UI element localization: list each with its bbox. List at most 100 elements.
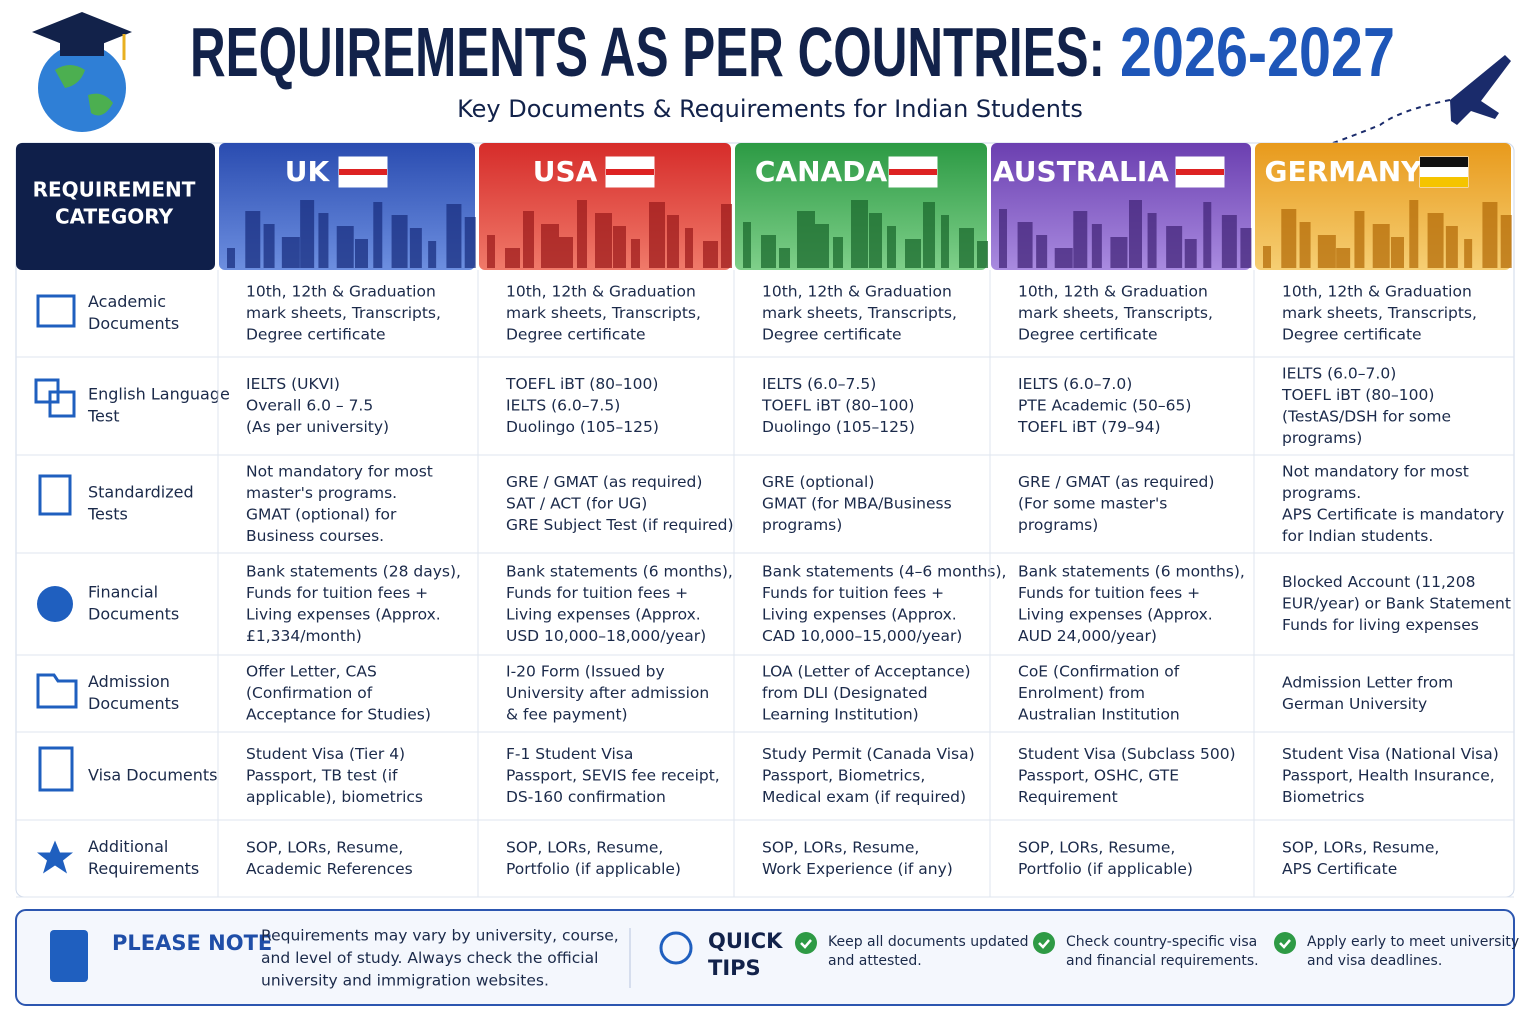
flag-stripe xyxy=(1420,177,1468,187)
note-title: PLEASE NOTE xyxy=(112,931,272,955)
cell-text: Biometrics xyxy=(1282,788,1364,806)
note-text: and level of study. Always check the off… xyxy=(261,949,598,967)
cell-text: EUR/year) or Bank Statement xyxy=(1282,595,1511,613)
row-icon xyxy=(37,840,73,874)
cell-text: Passport, OSHC, GTE xyxy=(1018,767,1179,785)
cell-text: Degree certificate xyxy=(506,326,646,344)
skyline xyxy=(779,248,790,268)
skyline xyxy=(959,228,974,268)
grad-cap xyxy=(32,12,132,52)
note-text: Requirements may vary by university, cou… xyxy=(261,927,619,945)
skyline xyxy=(923,202,935,268)
cell-text: Degree certificate xyxy=(1018,326,1158,344)
cell-text: £1,334/month) xyxy=(246,627,362,645)
category-header-cell xyxy=(16,143,215,270)
skyline xyxy=(464,217,476,268)
skyline xyxy=(227,248,235,268)
airplane xyxy=(1450,55,1511,125)
cell-text: Student Visa (National Visa) xyxy=(1282,745,1499,763)
skyline xyxy=(336,226,354,268)
skyline xyxy=(1445,226,1458,268)
bulb-icon xyxy=(659,931,693,965)
skyline xyxy=(487,235,495,268)
skyline xyxy=(1427,213,1444,268)
cell-text: F-1 Student Visa xyxy=(506,745,633,763)
category-header: CATEGORY xyxy=(55,205,174,229)
tip-check xyxy=(1274,932,1296,954)
cell-text: SOP, LORs, Resume, xyxy=(506,838,663,856)
cell-text: SOP, LORs, Resume, xyxy=(1018,838,1175,856)
category-label: Tests xyxy=(87,505,128,524)
skyline xyxy=(409,228,422,268)
skyline xyxy=(1017,222,1033,268)
country-name: GERMANY xyxy=(1265,155,1423,188)
cell-text: SAT / ACT (for UG) xyxy=(506,495,647,513)
skyline xyxy=(1221,215,1237,268)
cell-text: Funds for living expenses xyxy=(1282,616,1479,634)
cell-text: Not mandatory for most xyxy=(246,462,433,480)
skyline xyxy=(541,224,559,268)
cell-text: IELTS (6.0–7.0) xyxy=(1282,364,1396,382)
cell-text: CAD 10,000–15,000/year) xyxy=(762,627,962,645)
cell-text: programs) xyxy=(1018,516,1098,534)
globe-land xyxy=(55,65,113,116)
cell-text: DS-160 confirmation xyxy=(506,788,666,806)
cell-text: Funds for tuition fees + xyxy=(762,584,944,602)
tip-check-mark xyxy=(1279,939,1291,949)
cell-text: Blocked Account (11,208 xyxy=(1282,573,1475,591)
tip-check-mark xyxy=(1038,939,1050,949)
cell-text: 10th, 12th & Graduation xyxy=(506,283,696,301)
tip-text: and attested. xyxy=(828,953,922,969)
cell-text: Passport, Biometrics, xyxy=(762,767,925,785)
skyline xyxy=(446,204,462,268)
category-label: Documents xyxy=(88,694,179,713)
skyline xyxy=(905,239,921,268)
category-label: Financial xyxy=(88,583,158,602)
flag-stripe xyxy=(1420,157,1468,167)
cell-text: IELTS (6.0–7.0) xyxy=(1018,375,1132,393)
skyline xyxy=(577,200,587,268)
cell-text: Student Visa (Tier 4) xyxy=(246,745,405,763)
skyline xyxy=(1263,246,1271,268)
skyline xyxy=(355,239,368,268)
skyline xyxy=(941,215,949,268)
cell-text: Degree certificate xyxy=(1282,326,1422,344)
skyline xyxy=(318,213,329,268)
country-name: USA xyxy=(533,155,598,188)
skyline xyxy=(977,241,988,268)
country-name: AUSTRALIA xyxy=(993,155,1169,188)
skyline xyxy=(1147,213,1157,268)
category-label: Visa Documents xyxy=(88,766,218,785)
flag-stripe xyxy=(606,169,654,175)
cell-text: SOP, LORs, Resume, xyxy=(762,838,919,856)
skyline xyxy=(1317,235,1336,268)
skyline xyxy=(1203,202,1212,268)
cell-text: mark sheets, Transcripts, xyxy=(1018,304,1213,322)
tip-text: and visa deadlines. xyxy=(1307,953,1442,969)
cell-text: Living expenses (Approx. xyxy=(762,605,957,623)
cell-text: Australian Institution xyxy=(1018,706,1180,724)
cell-text: Living expenses (Approx. xyxy=(246,605,441,623)
cell-text: (For some master's xyxy=(1018,495,1167,513)
cell-text: Portfolio (if applicable) xyxy=(1018,860,1193,878)
cell-text: PTE Academic (50–65) xyxy=(1018,397,1191,415)
cell-text: Bank statements (28 days), xyxy=(246,562,461,580)
category-label: Academic xyxy=(88,292,166,311)
cell-text: IELTS (UKVI) xyxy=(246,375,340,393)
skyline xyxy=(667,215,679,268)
note-text: university and immigration websites. xyxy=(261,972,549,990)
skyline xyxy=(1184,239,1197,268)
cell-text: Degree certificate xyxy=(762,326,902,344)
skyline xyxy=(1281,209,1297,268)
skyline xyxy=(815,224,829,268)
cell-text: Academic References xyxy=(246,860,413,878)
title: REQUIREMENTS AS PER COUNTRIES: 2026-2027 xyxy=(190,13,1395,91)
cell-text: Degree certificate xyxy=(246,326,386,344)
skyline xyxy=(613,226,626,268)
skyline xyxy=(373,202,383,268)
skyline xyxy=(869,213,882,268)
skyline xyxy=(1091,224,1102,268)
category-label: Requirements xyxy=(88,859,199,878)
skyline xyxy=(1054,248,1073,268)
cell-text: GRE / GMAT (as required) xyxy=(1018,473,1214,491)
